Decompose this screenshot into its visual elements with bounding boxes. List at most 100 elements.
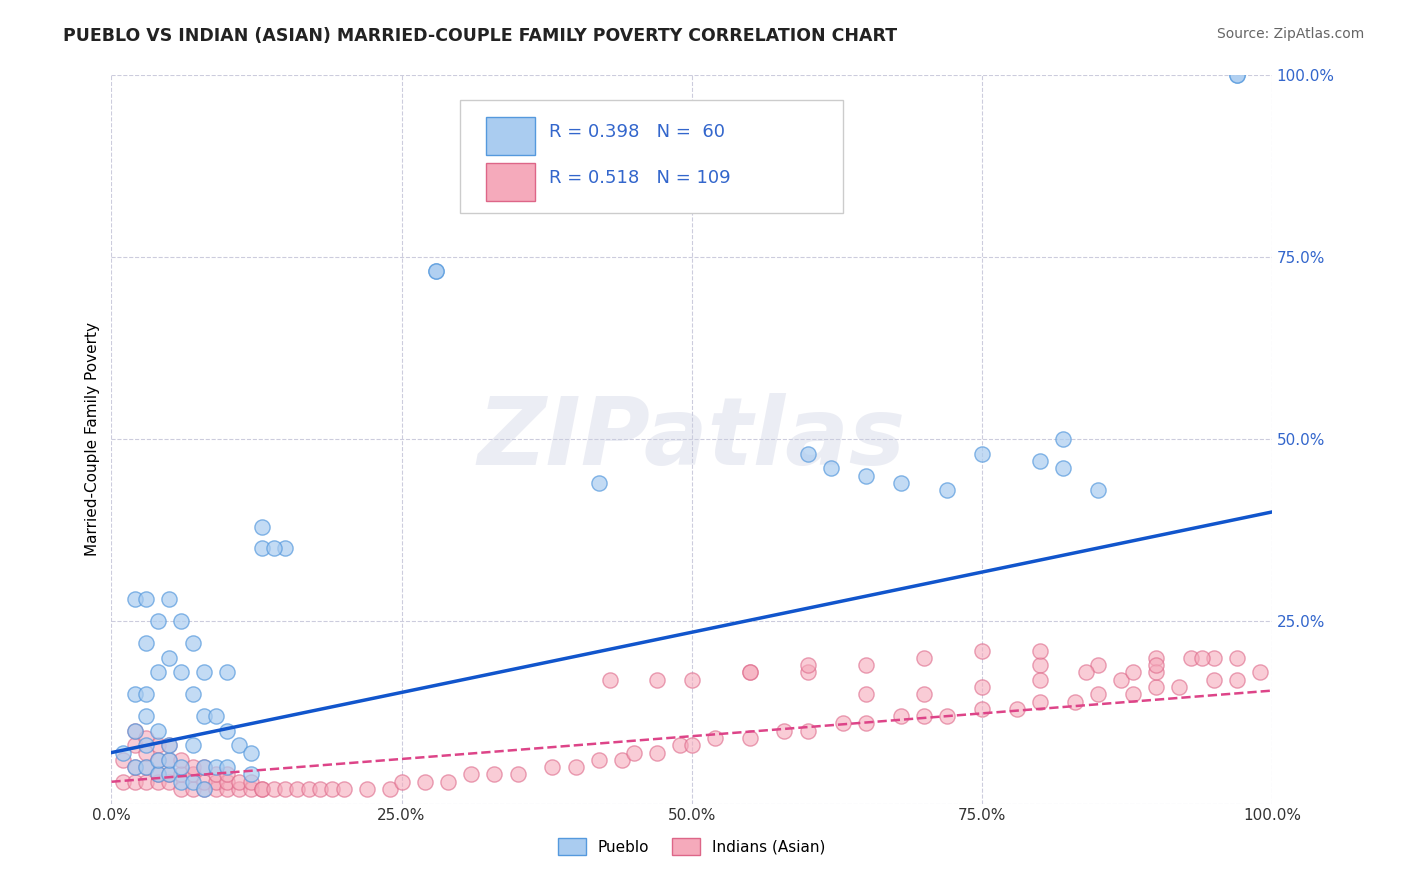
Point — [1122, 665, 1144, 680]
Point — [217, 665, 239, 680]
Point — [681, 739, 703, 753]
Point — [970, 447, 993, 461]
Point — [796, 447, 818, 461]
Point — [181, 636, 204, 650]
Point — [855, 658, 877, 673]
Point — [239, 774, 262, 789]
Point — [146, 767, 169, 781]
Point — [831, 716, 853, 731]
Point — [1029, 643, 1052, 657]
Point — [1122, 687, 1144, 701]
Point — [146, 753, 169, 767]
Point — [124, 723, 146, 738]
Point — [146, 774, 169, 789]
Point — [484, 767, 506, 781]
Point — [124, 723, 146, 738]
Point — [1226, 68, 1249, 82]
Point — [1226, 650, 1249, 665]
Point — [205, 782, 228, 797]
Point — [1005, 702, 1028, 716]
Point — [610, 753, 633, 767]
Point — [1144, 658, 1167, 673]
Point — [263, 782, 285, 797]
Point — [970, 702, 993, 716]
Point — [738, 665, 761, 680]
Point — [146, 753, 169, 767]
Point — [170, 753, 193, 767]
Point — [564, 760, 586, 774]
Point — [796, 723, 818, 738]
Point — [205, 709, 228, 723]
Text: ZIPatlas: ZIPatlas — [478, 393, 905, 485]
Point — [135, 760, 157, 774]
Point — [1029, 454, 1052, 468]
Point — [135, 746, 157, 760]
Point — [1180, 650, 1202, 665]
Point — [124, 760, 146, 774]
Point — [936, 709, 959, 723]
Point — [159, 753, 181, 767]
Point — [181, 760, 204, 774]
Point — [285, 782, 308, 797]
Point — [124, 687, 146, 701]
Point — [135, 636, 157, 650]
Y-axis label: Married-Couple Family Poverty: Married-Couple Family Poverty — [86, 322, 100, 556]
Point — [181, 687, 204, 701]
Point — [217, 723, 239, 738]
Point — [217, 782, 239, 797]
Point — [1249, 665, 1271, 680]
Point — [159, 650, 181, 665]
Point — [541, 760, 564, 774]
Point — [135, 760, 157, 774]
Point — [970, 643, 993, 657]
Point — [309, 782, 332, 797]
Text: R = 0.518   N = 109: R = 0.518 N = 109 — [548, 169, 731, 187]
Point — [460, 767, 482, 781]
Point — [193, 760, 215, 774]
Point — [437, 774, 460, 789]
Point — [135, 731, 157, 745]
Point — [193, 665, 215, 680]
Point — [228, 782, 250, 797]
Point — [159, 767, 181, 781]
Point — [193, 760, 215, 774]
Point — [1029, 658, 1052, 673]
Point — [135, 592, 157, 607]
Point — [1202, 650, 1225, 665]
Point — [738, 731, 761, 745]
Point — [228, 739, 250, 753]
Point — [1168, 680, 1191, 694]
Point — [146, 723, 169, 738]
Point — [425, 264, 447, 278]
Point — [378, 782, 401, 797]
Point — [181, 782, 204, 797]
Point — [111, 774, 134, 789]
Point — [912, 709, 935, 723]
Point — [217, 767, 239, 781]
Point — [146, 739, 169, 753]
Point — [889, 709, 911, 723]
Point — [146, 615, 169, 629]
Point — [796, 665, 818, 680]
Point — [936, 483, 959, 497]
Point — [1226, 68, 1249, 82]
Point — [1226, 673, 1249, 687]
Point — [135, 774, 157, 789]
Point — [889, 475, 911, 490]
Point — [193, 782, 215, 797]
Point — [239, 767, 262, 781]
Point — [159, 753, 181, 767]
Point — [263, 541, 285, 556]
Point — [170, 665, 193, 680]
Point — [738, 665, 761, 680]
Point — [170, 767, 193, 781]
Point — [773, 723, 796, 738]
Point — [205, 760, 228, 774]
Point — [820, 461, 842, 475]
Point — [205, 767, 228, 781]
Point — [912, 687, 935, 701]
Text: R = 0.398   N =  60: R = 0.398 N = 60 — [548, 123, 725, 141]
Point — [506, 767, 529, 781]
Point — [217, 774, 239, 789]
Point — [1087, 687, 1109, 701]
